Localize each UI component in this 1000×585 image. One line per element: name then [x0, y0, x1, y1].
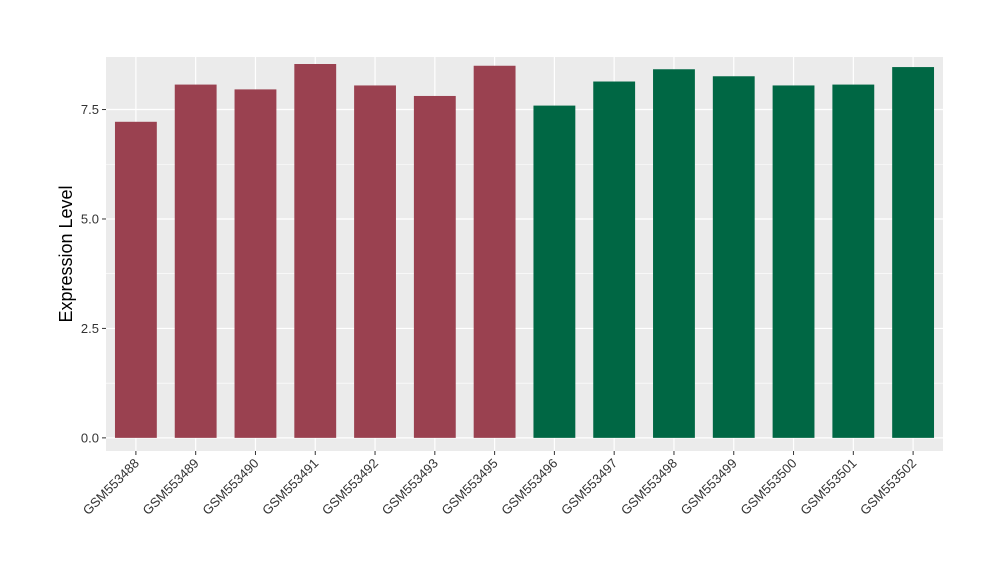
bar-GSM553500	[772, 85, 815, 438]
bar-GSM553499	[712, 76, 755, 438]
bar-GSM553495	[473, 65, 516, 438]
x-tick-label: GSM553491	[259, 456, 321, 518]
y-tick-label: 7.5	[81, 102, 99, 117]
x-tick-label: GSM553489	[140, 456, 202, 518]
bar-GSM553501	[832, 84, 875, 438]
bar-GSM553498	[653, 69, 695, 438]
x-tick-label: GSM553497	[558, 456, 620, 518]
bar-GSM553493	[413, 95, 456, 438]
bars	[114, 64, 935, 438]
plot-panel	[106, 57, 943, 451]
y-tick-label: 2.5	[81, 321, 99, 336]
x-tick-label: GSM553502	[857, 456, 919, 518]
x-tick-label: GSM553488	[80, 456, 142, 518]
x-tick-label: GSM553495	[439, 456, 501, 518]
bar-GSM553489	[174, 84, 217, 438]
bar-GSM553497	[593, 81, 636, 438]
y-axis: 0.0 2.5 5.0 7.5	[81, 102, 106, 445]
x-tick-label: GSM553496	[498, 456, 560, 518]
x-tick-label: GSM553493	[379, 456, 441, 518]
x-tick-label: GSM553501	[797, 456, 859, 518]
x-tick-label: GSM553492	[319, 456, 381, 518]
bar-GSM553502	[892, 67, 935, 438]
x-tick-label: GSM553498	[618, 456, 680, 518]
bar-GSM553496	[533, 105, 576, 438]
bar-GSM553488	[114, 121, 157, 438]
x-tick-label: GSM553490	[199, 456, 261, 518]
x-axis: GSM553488GSM553489GSM553490GSM553491GSM5…	[80, 451, 919, 518]
x-tick-label: GSM553499	[678, 456, 740, 518]
y-tick-label: 0.0	[81, 430, 99, 445]
bar-GSM553492	[354, 85, 396, 438]
x-tick-label: GSM553500	[737, 456, 799, 518]
bar-GSM553491	[294, 64, 337, 438]
bar-GSM553490	[234, 89, 277, 438]
y-tick-label: 5.0	[81, 211, 99, 226]
y-axis-label: Expression Level	[56, 185, 76, 322]
